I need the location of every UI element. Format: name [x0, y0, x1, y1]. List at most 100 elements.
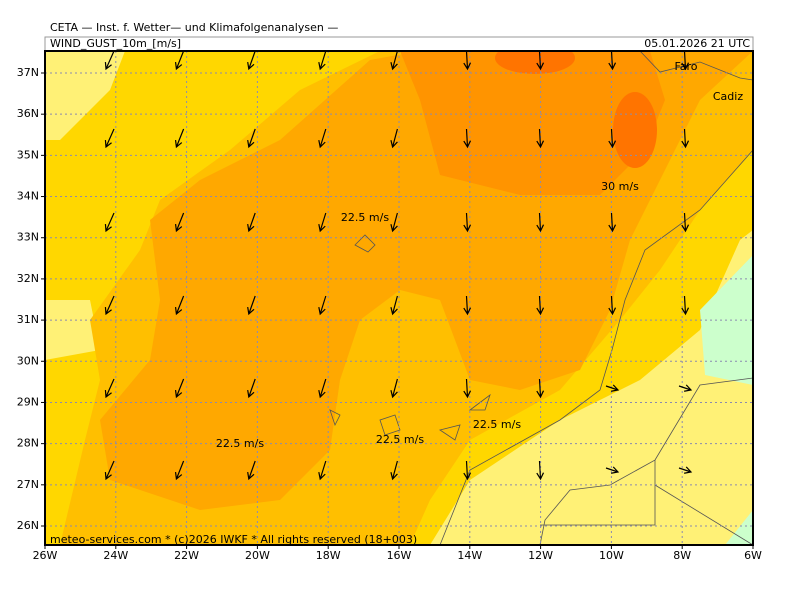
wind-arrow: [681, 50, 690, 71]
lat-label: 30N: [17, 354, 39, 367]
wind-arrow: [605, 466, 620, 474]
credit: meteo-services.com * (c)2026 IWKF * All …: [50, 533, 417, 546]
lat-label: 27N: [17, 478, 39, 491]
coastline: [639, 51, 753, 81]
wind-arrow: [536, 128, 545, 149]
field-light: [430, 230, 753, 545]
wind-arrow: [681, 295, 690, 316]
annotation: 22.5 m/s: [341, 211, 389, 224]
lon-label: 6W: [744, 549, 762, 562]
lon-label: 12W: [528, 549, 553, 562]
wind-arrow: [608, 50, 617, 71]
coastline: [439, 149, 753, 545]
wind-arrow: [608, 128, 617, 149]
wind-arrow: [104, 378, 115, 399]
lat-label: 34N: [17, 190, 39, 203]
wind-arrow: [247, 212, 256, 233]
wind-arrow: [605, 384, 620, 392]
wind-arrow: [536, 212, 545, 233]
wind-arrows: [104, 50, 693, 481]
wind-arrow: [536, 460, 545, 481]
wind-arrow: [681, 212, 690, 233]
lon-label: 18W: [316, 549, 341, 562]
lat-label: 36N: [17, 107, 39, 120]
map-frame: [44, 50, 754, 546]
wind-arrow: [536, 50, 545, 71]
wind-arrow: [463, 460, 472, 481]
wind-arrow: [104, 128, 115, 149]
lon-label: 26W: [33, 549, 58, 562]
wind-arrow: [390, 128, 398, 149]
valid-time: 05.01.2026 21 UTC: [644, 37, 750, 50]
wind-arrow: [174, 460, 185, 481]
lat-label: 31N: [17, 313, 39, 326]
wind-arrow: [318, 50, 327, 71]
wind-arrow: [247, 128, 256, 149]
lon-label: 24W: [103, 549, 128, 562]
variable-label: WIND_GUST_10m_[m/s]: [50, 37, 181, 50]
lon-label: 14W: [457, 549, 482, 562]
wind-arrow: [104, 460, 115, 481]
lon-label: 20W: [245, 549, 270, 562]
wind-arrow: [318, 128, 327, 149]
field-max: [613, 92, 657, 168]
lon-label: 10W: [599, 549, 624, 562]
wind-arrow: [463, 50, 472, 71]
wind-arrow: [536, 378, 545, 399]
wind-arrow: [463, 128, 472, 149]
wind-arrow: [681, 128, 690, 149]
wind-arrow: [247, 460, 256, 481]
islands: [329, 234, 491, 441]
wind-arrow: [174, 378, 185, 399]
wind-arrow: [463, 212, 472, 233]
annotation: 22.5 m/s: [473, 418, 521, 431]
field-orange-dark: [400, 51, 665, 195]
wind-arrow: [463, 378, 472, 399]
annotation: 22.5 m/s: [216, 437, 264, 450]
wind-arrow: [608, 295, 617, 316]
wind-arrow: [318, 460, 327, 481]
lon-label: 16W: [387, 549, 412, 562]
wind-arrow: [174, 212, 185, 233]
header-title: CETA — Inst. f. Wetter— und Klimafolgena…: [50, 21, 338, 34]
wind-arrow: [678, 384, 693, 392]
wind-arrow: [104, 50, 115, 71]
wind-arrow: [390, 212, 398, 233]
wind-arrow: [247, 295, 256, 316]
lat-label: 32N: [17, 272, 39, 285]
field-light: [45, 300, 100, 360]
lat-label: 33N: [17, 231, 39, 244]
wind-arrow: [247, 50, 256, 71]
wind-arrow: [318, 212, 327, 233]
annotation: 30 m/s: [601, 180, 639, 193]
field-green: [725, 510, 753, 545]
wind-arrow: [390, 378, 398, 399]
wind-arrow: [678, 466, 693, 474]
wind-arrow: [463, 295, 472, 316]
wind-arrow: [174, 50, 185, 71]
lat-label: 29N: [17, 395, 39, 408]
wind-arrow: [318, 295, 327, 316]
wind-arrow: [318, 378, 327, 399]
place-label: Cadiz: [713, 90, 743, 103]
lat-label: 37N: [17, 66, 39, 79]
wind-arrow: [536, 295, 545, 316]
graticule: 37N 36N 35N 34N 33N 32N 31N 30N 29N 28N 27N 26N 26W 2…: [17, 51, 762, 562]
field-max: [495, 51, 575, 74]
wind-arrow: [390, 460, 398, 481]
lon-label: 22W: [174, 549, 199, 562]
place-label: Faro: [674, 60, 697, 73]
wind-arrow: [174, 128, 185, 149]
wind-arrow: [390, 295, 398, 316]
wind-arrow: [608, 212, 617, 233]
wind-arrow: [104, 295, 115, 316]
lat-label: 26N: [17, 519, 39, 532]
wind-arrow: [174, 295, 185, 316]
wind-arrow: [104, 212, 115, 233]
lat-label: 28N: [17, 437, 39, 450]
lat-label: 35N: [17, 148, 39, 161]
lon-label: 8W: [673, 549, 691, 562]
annotation: 22.5 m/s: [376, 433, 424, 446]
wind-arrow: [247, 378, 256, 399]
